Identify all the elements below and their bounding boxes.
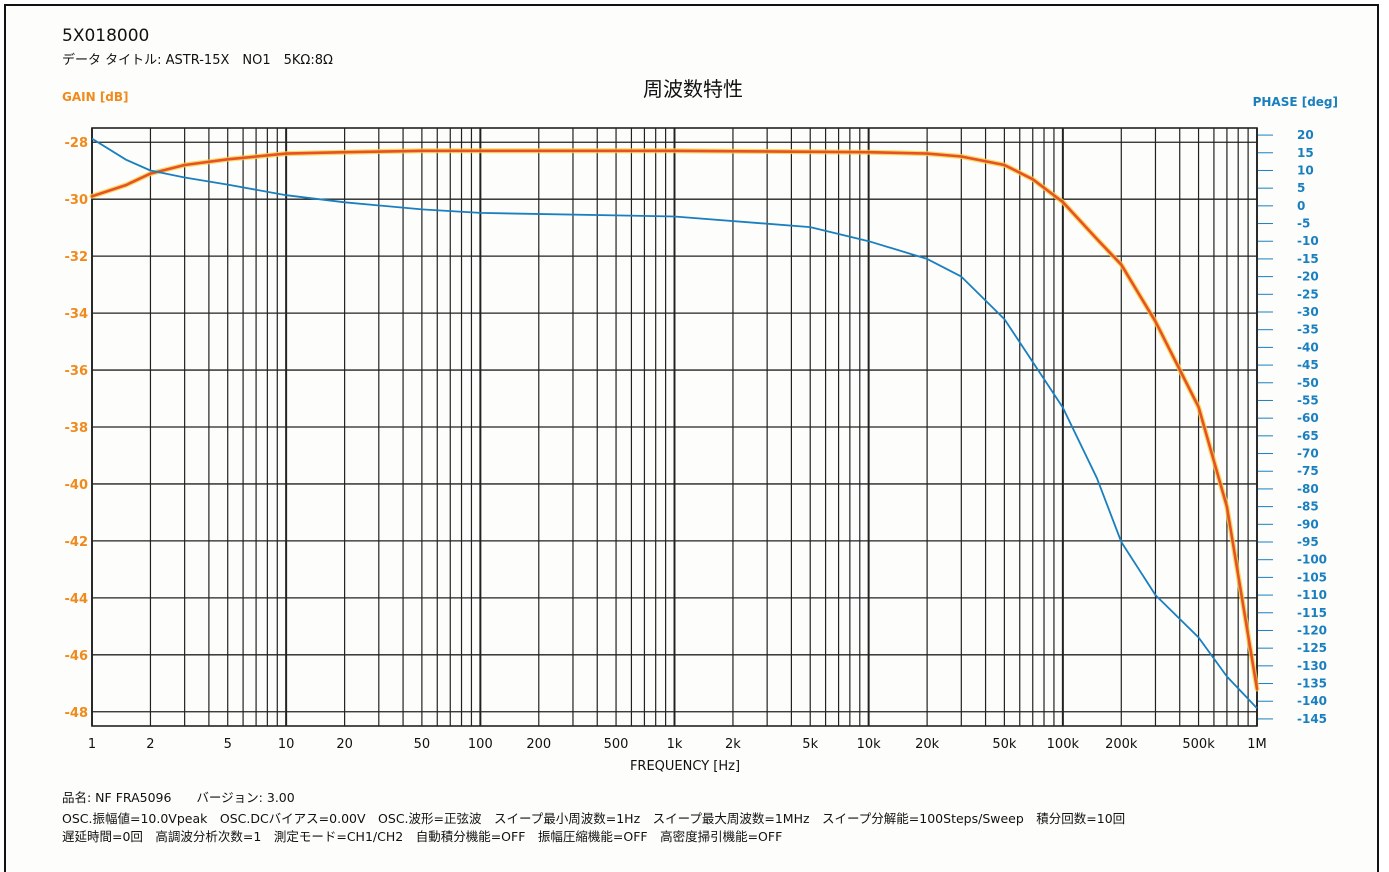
phase-tick-label: -75 <box>1297 464 1319 478</box>
data-title: データ タイトル: ASTR-15X NO1 5KΩ:8Ω <box>62 53 333 68</box>
footer-settings-2: 遅延時間=0回 高調波分析次数=1 測定モード=CH1/CH2 自動積分機能=O… <box>62 829 783 844</box>
phase-tick-label: -55 <box>1297 393 1319 407</box>
phase-tick-label: -50 <box>1297 376 1319 390</box>
frequency-response-chart: 周波数特性 GAIN [dB] PHASE [deg] FREQUENCY [H… <box>62 77 1338 774</box>
gain-curve <box>90 149 1259 691</box>
footer-instrument: 品名: NF FRA5096 バージョン: 3.00 <box>62 790 295 805</box>
phase-tick-label: 10 <box>1297 163 1314 177</box>
gain-tick-label: -36 <box>65 364 89 379</box>
x-tick-label: 1 <box>88 737 96 752</box>
phase-tick-label: -40 <box>1297 340 1319 354</box>
footer-settings-1: OSC.振幅値=10.0Vpeak OSC.DCバイアス=0.00V OSC.波… <box>62 811 1126 826</box>
gain-tick-label: -34 <box>65 307 89 322</box>
phase-tick-label: -70 <box>1297 447 1319 461</box>
gain-tick-label: -38 <box>65 421 89 436</box>
phase-tick-label: -130 <box>1297 659 1327 673</box>
phase-tick-label: -10 <box>1297 234 1319 248</box>
phase-tick-label: -115 <box>1297 606 1327 620</box>
phase-tick-label: -60 <box>1297 411 1319 425</box>
x-tick-label: 1M <box>1247 737 1267 752</box>
gain-tick-label: -30 <box>65 193 89 208</box>
phase-tick-label: -5 <box>1297 217 1310 231</box>
phase-tick-label: -105 <box>1297 570 1327 584</box>
gain-tick-label: -44 <box>65 592 89 607</box>
gain-tick-label: -28 <box>65 136 89 151</box>
phase-tick-label: -140 <box>1297 694 1327 708</box>
x-tick-label: 2k <box>725 737 741 752</box>
phase-tick-label: -25 <box>1297 287 1319 301</box>
x-tick-label: 5k <box>802 737 818 752</box>
x-tick-label: 20k <box>915 737 940 752</box>
phase-tick-label: 5 <box>1297 181 1305 195</box>
phase-tick-label: -145 <box>1297 712 1327 726</box>
gain-axis-label: GAIN [dB] <box>62 90 129 104</box>
phase-tick-label: -120 <box>1297 623 1327 637</box>
phase-tick-label: -90 <box>1297 517 1319 531</box>
x-tick-label: 500k <box>1182 737 1215 752</box>
phase-curve <box>91 137 1258 709</box>
x-tick-label: 50k <box>992 737 1017 752</box>
x-tick-label: 100k <box>1047 737 1080 752</box>
chart-title: 周波数特性 <box>643 77 743 101</box>
gain-tick-label: -46 <box>65 649 89 664</box>
x-tick-label: 500 <box>604 737 629 752</box>
plot-border <box>91 127 1258 727</box>
gain-tick-label: -32 <box>65 250 89 265</box>
phase-tick-label: -15 <box>1297 252 1319 266</box>
x-tick-label: 1k <box>667 737 683 752</box>
gain-tick-label: -42 <box>65 535 89 550</box>
x-tick-label: 20 <box>336 737 353 752</box>
gain-tick-label: -48 <box>65 706 89 721</box>
phase-tick-label: -20 <box>1297 270 1319 284</box>
document-id: 5X018000 <box>62 26 150 46</box>
phase-tick-label: -45 <box>1297 358 1319 372</box>
x-tick-label: 10k <box>857 737 882 752</box>
x-tick-label: 2 <box>146 737 154 752</box>
phase-tick-label: -30 <box>1297 305 1319 319</box>
phase-tick-label: -65 <box>1297 429 1319 443</box>
phase-tick-label: 15 <box>1297 146 1314 160</box>
phase-axis-label: PHASE [deg] <box>1253 95 1338 109</box>
phase-tick-label: -125 <box>1297 641 1327 655</box>
phase-tick-label: -100 <box>1297 553 1327 567</box>
phase-tick-label: 0 <box>1297 199 1305 213</box>
phase-tick-label: -80 <box>1297 482 1319 496</box>
gain-tick-label: -40 <box>65 478 89 493</box>
phase-tick-label: -85 <box>1297 500 1319 514</box>
phase-tick-label: -135 <box>1297 677 1327 691</box>
phase-tick-label: 20 <box>1297 128 1314 142</box>
x-tick-label: 100 <box>468 737 493 752</box>
x-tick-label: 200 <box>526 737 551 752</box>
phase-tick-label: -95 <box>1297 535 1319 549</box>
x-tick-label: 50 <box>414 737 431 752</box>
phase-tick-label: -35 <box>1297 323 1319 337</box>
x-tick-label: 10 <box>278 737 295 752</box>
x-tick-label: 200k <box>1105 737 1138 752</box>
phase-tick-label: -110 <box>1297 588 1327 602</box>
x-tick-label: 5 <box>224 737 232 752</box>
x-axis-label: FREQUENCY [Hz] <box>630 759 740 774</box>
